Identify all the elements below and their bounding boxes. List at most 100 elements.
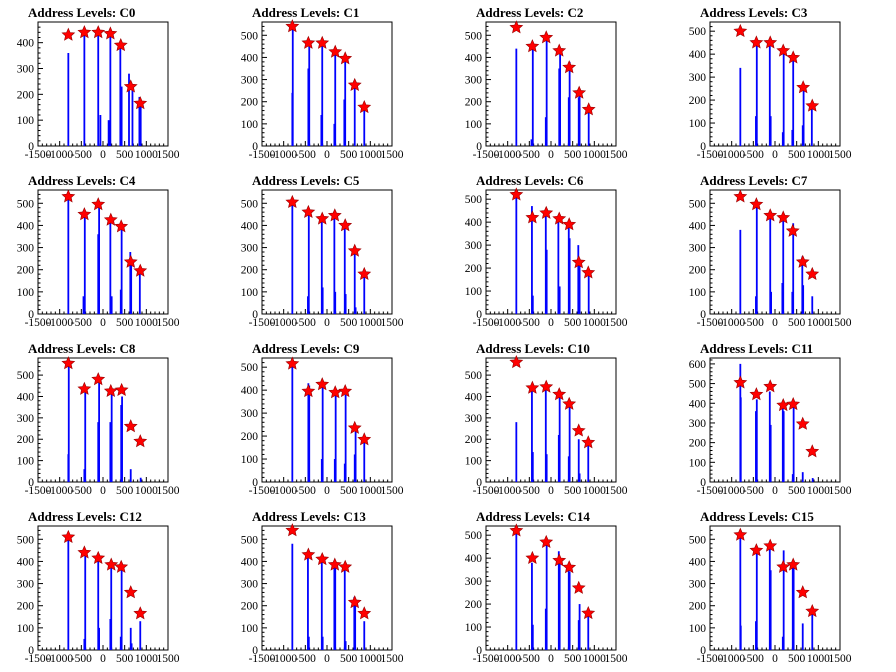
chart-title: Address Levels: C5 [252,173,360,188]
x-tick-label: 0 [100,485,106,497]
y-tick-label: 500 [465,530,483,542]
peak-star-marker [77,545,92,559]
y-tick-label: 400 [465,553,483,565]
x-tick-label: 1000 [135,149,158,161]
y-tick-label: 0 [476,141,482,153]
x-tick-label: -1500 [25,149,52,161]
peak-star-marker [285,523,300,537]
x-tick-label: -1500 [25,317,52,329]
y-tick-label: 500 [689,198,707,210]
x-tick-label: -1500 [697,317,724,329]
peak-star-marker [749,543,764,557]
x-tick-label: 0 [100,149,106,161]
peak-star-marker [552,387,567,401]
x-tick-label: -500 [519,485,540,497]
peak-star-marker [733,23,748,38]
chart-panel-c10: Address Levels: C10 0 100 200 300 400 500 -1500… [465,341,628,497]
x-tick-label: 0 [324,653,330,665]
peak-star-marker [338,384,353,398]
peak-star-marker [539,30,554,44]
chart-title: Address Levels: C14 [476,509,590,524]
y-tick-label: 400 [689,556,707,568]
y-tick-label: 500 [17,198,35,210]
y-tick-label: 400 [465,52,483,64]
y-tick-label: 0 [28,645,34,657]
peak-star-marker [103,212,118,226]
peak-star-marker [733,527,748,541]
peak-star-marker [123,419,138,433]
x-tick-label: -1000 [46,485,73,497]
x-tick-label: 500 [340,485,358,497]
x-tick-label: 0 [548,317,554,329]
peak-star-marker [763,538,778,552]
chart-panel-c4: Address Levels: C40100200300400500-1500-… [17,173,180,329]
peak-star-marker [133,434,148,448]
peak-star-marker [123,585,138,599]
peak-star-marker [525,210,540,224]
peak-star-marker [104,557,119,571]
chart-title: Address Levels: C7 [700,173,808,188]
x-tick-label: 500 [116,149,134,161]
x-tick-label: 500 [116,485,134,497]
y-tick-label: 100 [17,115,35,127]
y-tick-label: 0 [700,477,706,489]
chart-panel-c8: Address Levels: C80100200300400500-1500-… [17,341,180,497]
y-tick-label: 400 [241,385,259,397]
peak-star-marker [749,35,764,49]
peak-star-marker [581,606,596,620]
plot-frame [709,189,841,315]
x-tick-label: -1000 [270,653,297,665]
y-tick-label: 0 [252,141,258,153]
plot-frame [261,525,393,651]
chart-panel-c2: Address Levels: C20100200300400500-1500-… [465,5,628,161]
peak-star-marker [552,211,567,225]
peak-star-marker [763,208,778,222]
x-tick-label: 500 [340,653,358,665]
y-tick-label: 300 [689,418,707,430]
x-tick-label: 0 [324,485,330,497]
y-tick-label: 500 [689,379,707,391]
x-tick-label: -500 [519,317,540,329]
peak-star-marker [562,217,577,231]
y-tick-label: 0 [476,477,482,489]
x-tick-label: 1500 [605,653,628,665]
y-tick-label: 500 [17,534,35,546]
y-tick-label: 0 [28,309,34,321]
y-tick-label: 200 [241,601,259,613]
peak-star-marker [357,606,372,620]
y-tick-label: 200 [689,438,707,450]
peak-star-marker [327,557,342,571]
y-tick-label: 400 [689,398,707,410]
peak-star-marker [776,559,791,573]
x-tick-label: 500 [564,149,582,161]
peak-star-marker [796,80,811,94]
peak-star-marker [763,35,778,49]
x-tick-label: 1000 [583,149,606,161]
x-tick-label: -1500 [697,149,724,161]
y-tick-label: 200 [241,431,259,443]
y-tick-label: 100 [241,454,259,466]
y-tick-label: 300 [689,72,707,84]
y-tick-label: 400 [17,391,35,403]
y-tick-label: 200 [465,97,483,109]
x-tick-label: 500 [116,317,134,329]
peak-star-marker [315,551,330,566]
y-tick-label: 300 [241,75,259,87]
peak-star-marker [347,243,362,257]
chart-panel-c5: Address Levels: C50100200300400500-1500-… [241,173,404,329]
chart-title: Address Levels: C9 [252,341,360,356]
x-tick-label: -500 [295,485,316,497]
chart-title: Address Levels: C1 [252,5,359,20]
y-tick-label: 100 [465,622,483,634]
y-tick-label: 300 [465,240,483,252]
peak-star-marker [114,382,129,396]
chart-panel-c1: Address Levels: C10100200300400500-1500-… [241,5,404,161]
y-tick-label: 500 [17,370,35,382]
peak-star-marker [338,51,353,65]
peak-star-marker [786,50,801,64]
plot-frame [261,357,393,483]
peak-star-marker [113,37,128,52]
peak-star-marker [571,255,586,269]
y-tick-label: 300 [465,413,483,425]
